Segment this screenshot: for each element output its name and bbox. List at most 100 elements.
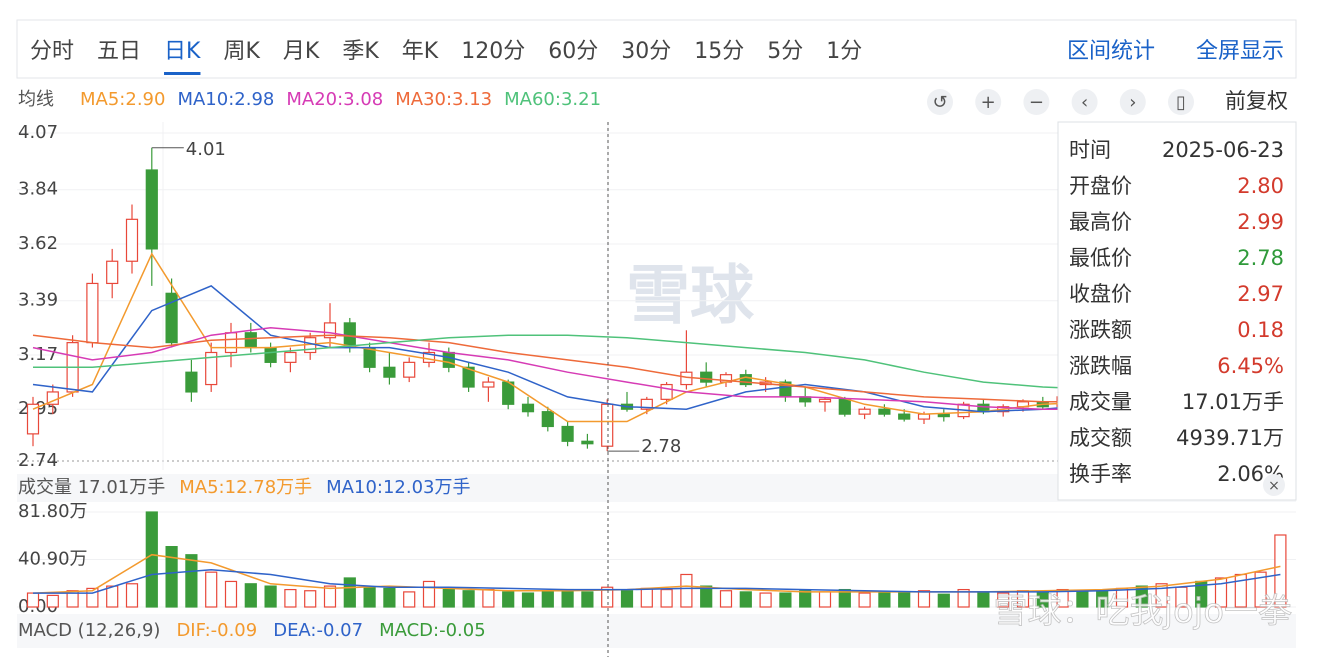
- y-tick-label: 4.07: [18, 122, 58, 143]
- volume-bar: [838, 588, 851, 608]
- y-tick-label: 3.84: [18, 179, 58, 200]
- period-tab[interactable]: 60分: [548, 39, 598, 64]
- volume-bar: [363, 586, 376, 608]
- toolbar-icon: +: [981, 92, 996, 113]
- volume-bar: [937, 593, 950, 608]
- tooltip-value: 0.18: [1237, 318, 1284, 342]
- volume-bar: [224, 580, 238, 608]
- volume-bar: [106, 585, 119, 608]
- period-tab[interactable]: 15分: [694, 39, 744, 64]
- volume-bar: [957, 588, 970, 608]
- candle-body: [838, 398, 851, 415]
- volume-bar: [997, 592, 1010, 608]
- period-tab[interactable]: 5分: [767, 39, 803, 64]
- volume-bar: [620, 590, 634, 608]
- volume-bar: [739, 591, 752, 608]
- period-tab[interactable]: 120分: [461, 39, 525, 64]
- volume-bar: [1076, 591, 1089, 608]
- footer-watermark: 雪球：吃我jojo一拳: [994, 592, 1293, 632]
- candle-body: [462, 366, 475, 388]
- tooltip-close-icon: ×: [1268, 478, 1280, 494]
- volume-bar: [601, 586, 614, 608]
- period-tab[interactable]: 五日: [97, 39, 141, 64]
- tooltip-label: 收盘价: [1069, 282, 1132, 306]
- active-tab-underline: [164, 72, 201, 75]
- volume-bar: [422, 580, 436, 608]
- tooltip-label: 换手率: [1069, 462, 1132, 486]
- ma-legend-label: 均线: [18, 89, 54, 110]
- volume-bar: [502, 591, 515, 608]
- candle-body: [739, 374, 752, 386]
- volume-bar: [165, 546, 178, 608]
- volume-bar: [521, 592, 535, 608]
- volume-bar: [1214, 577, 1228, 608]
- volume-bar: [858, 592, 871, 608]
- tooltip-box: [1057, 121, 1297, 501]
- macd-legend-item: MACD (12,26,9): [18, 620, 160, 641]
- volume-bar: [26, 592, 40, 608]
- candle-body: [422, 351, 436, 363]
- volume-bar: [541, 590, 554, 608]
- candle-body: [26, 403, 40, 435]
- candle-body: [125, 218, 139, 262]
- volume-legend-item: MA10:12.03万手: [326, 477, 470, 498]
- period-tab[interactable]: 年K: [402, 39, 439, 64]
- toolbar-button[interactable]: [975, 89, 1002, 115]
- candle-body: [561, 425, 574, 442]
- ma-legend-item: MA10:2.98: [177, 89, 274, 110]
- tooltip-label: 时间: [1069, 138, 1111, 162]
- tooltip-close[interactable]: [1263, 474, 1285, 496]
- macd-legend-item: DIF:-0.09: [176, 620, 257, 641]
- candle-body: [917, 413, 931, 420]
- candle-body: [106, 260, 119, 285]
- volume-bar: [46, 594, 59, 608]
- period-tab[interactable]: 季K: [342, 39, 379, 64]
- candle-body: [86, 282, 99, 344]
- period-tab[interactable]: 周K: [223, 39, 260, 64]
- candle-body: [224, 332, 238, 354]
- candle-body: [640, 398, 653, 410]
- candle-body: [165, 292, 178, 344]
- tab-link[interactable]: 区间统计: [1067, 39, 1155, 64]
- candle-body: [264, 346, 277, 363]
- toolbar-button[interactable]: [1023, 89, 1050, 115]
- period-tab[interactable]: 30分: [621, 39, 671, 64]
- volume-bar: [343, 577, 356, 608]
- volume-bar: [383, 587, 396, 608]
- tab-bar: [16, 19, 1297, 79]
- volume-bar: [660, 588, 673, 608]
- volume-bar: [640, 587, 653, 608]
- ma-legend-item: MA20:3.08: [286, 89, 383, 110]
- candle-body: [937, 413, 950, 418]
- tooltip-label: 涨跌额: [1069, 318, 1132, 342]
- period-tab[interactable]: 月K: [283, 39, 320, 64]
- candle-body: [818, 398, 832, 403]
- candle-body: [601, 403, 614, 447]
- candle-body: [442, 351, 455, 368]
- candle-body: [680, 371, 693, 386]
- tab-link[interactable]: 全屏显示: [1196, 39, 1284, 64]
- candle-body: [244, 332, 257, 349]
- period-tab[interactable]: 1分: [826, 39, 862, 64]
- period-tab[interactable]: 日K: [164, 39, 201, 64]
- macd-legend-item: DEA:-0.07: [273, 620, 363, 641]
- toolbar-button[interactable]: [1119, 89, 1146, 115]
- volume-bar: [462, 590, 475, 608]
- macd-legend-band: [17, 614, 1296, 648]
- tooltip-value: 2.97: [1237, 282, 1284, 306]
- period-tab[interactable]: 分时: [30, 39, 74, 64]
- candle-body: [205, 351, 218, 386]
- tooltip-value: 6.45%: [1217, 354, 1284, 378]
- toolbar-button[interactable]: [1168, 89, 1194, 115]
- adjust-mode[interactable]: 前复权: [1225, 89, 1288, 113]
- volume-bar: [185, 554, 198, 608]
- toolbar-button[interactable]: [1071, 89, 1098, 115]
- volume-bar: [284, 588, 297, 608]
- toolbar-button[interactable]: [927, 89, 953, 115]
- volume-bar: [125, 583, 139, 608]
- volume-bar: [1254, 571, 1267, 608]
- y-tick-label: 3.39: [18, 290, 58, 311]
- candle-body: [403, 361, 416, 378]
